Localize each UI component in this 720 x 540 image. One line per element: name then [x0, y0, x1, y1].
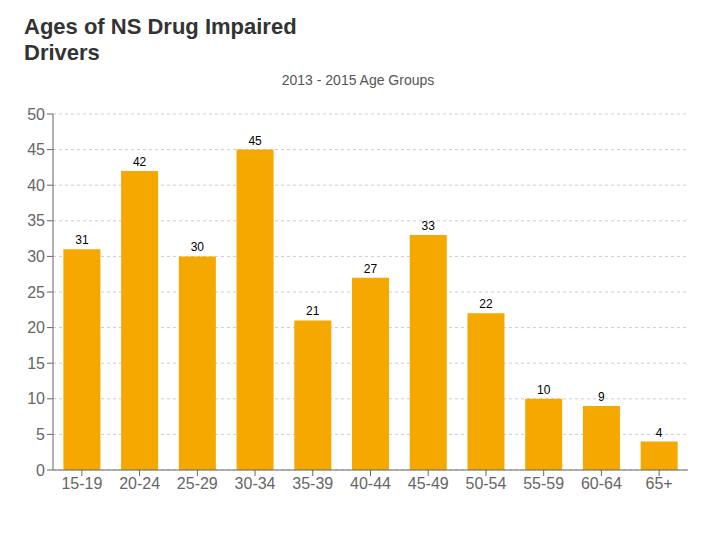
svg-text:25-29: 25-29 — [177, 475, 218, 492]
svg-text:5: 5 — [36, 426, 45, 443]
svg-text:30-34: 30-34 — [235, 475, 276, 492]
svg-text:9: 9 — [598, 390, 605, 404]
svg-text:27: 27 — [364, 262, 378, 276]
html-text:2013 - 2015 Age Groups: 2013 - 2015 Age Groups — [281, 72, 435, 88]
svg-text:15-19: 15-19 — [61, 475, 102, 492]
svg-text:0: 0 — [36, 462, 45, 479]
svg-text:22: 22 — [479, 297, 493, 311]
svg-text:10: 10 — [537, 383, 551, 397]
svg-text:10: 10 — [27, 390, 45, 407]
svg-text:4: 4 — [656, 426, 663, 440]
svg-text:42: 42 — [133, 155, 147, 169]
svg-text:40-44: 40-44 — [350, 475, 391, 492]
svg-text:33: 33 — [422, 219, 436, 233]
svg-text:50-54: 50-54 — [465, 475, 506, 492]
svg-text:50: 50 — [27, 106, 45, 123]
svg-text:21: 21 — [306, 304, 320, 318]
svg-text:30: 30 — [27, 248, 45, 265]
svg-text:35-39: 35-39 — [292, 475, 333, 492]
svg-text:40: 40 — [27, 177, 45, 194]
svg-text:65+: 65+ — [646, 475, 673, 492]
svg-text:20-24: 20-24 — [119, 475, 160, 492]
svg-text:25: 25 — [27, 284, 45, 301]
svg-text:55-59: 55-59 — [523, 475, 564, 492]
svg-text:35: 35 — [27, 212, 45, 229]
svg-text:20: 20 — [27, 319, 45, 336]
html-text:Drivers: Drivers — [24, 40, 100, 65]
svg-text:30: 30 — [191, 240, 205, 254]
svg-text:60-64: 60-64 — [581, 475, 622, 492]
svg-text:45-49: 45-49 — [408, 475, 449, 492]
svg-text:45: 45 — [248, 134, 262, 148]
html-text:Ages of NS Drug Impaired: Ages of NS Drug Impaired — [24, 14, 297, 39]
svg-text:31: 31 — [75, 233, 89, 247]
svg-text:45: 45 — [27, 141, 45, 158]
svg-text:15: 15 — [27, 355, 45, 372]
